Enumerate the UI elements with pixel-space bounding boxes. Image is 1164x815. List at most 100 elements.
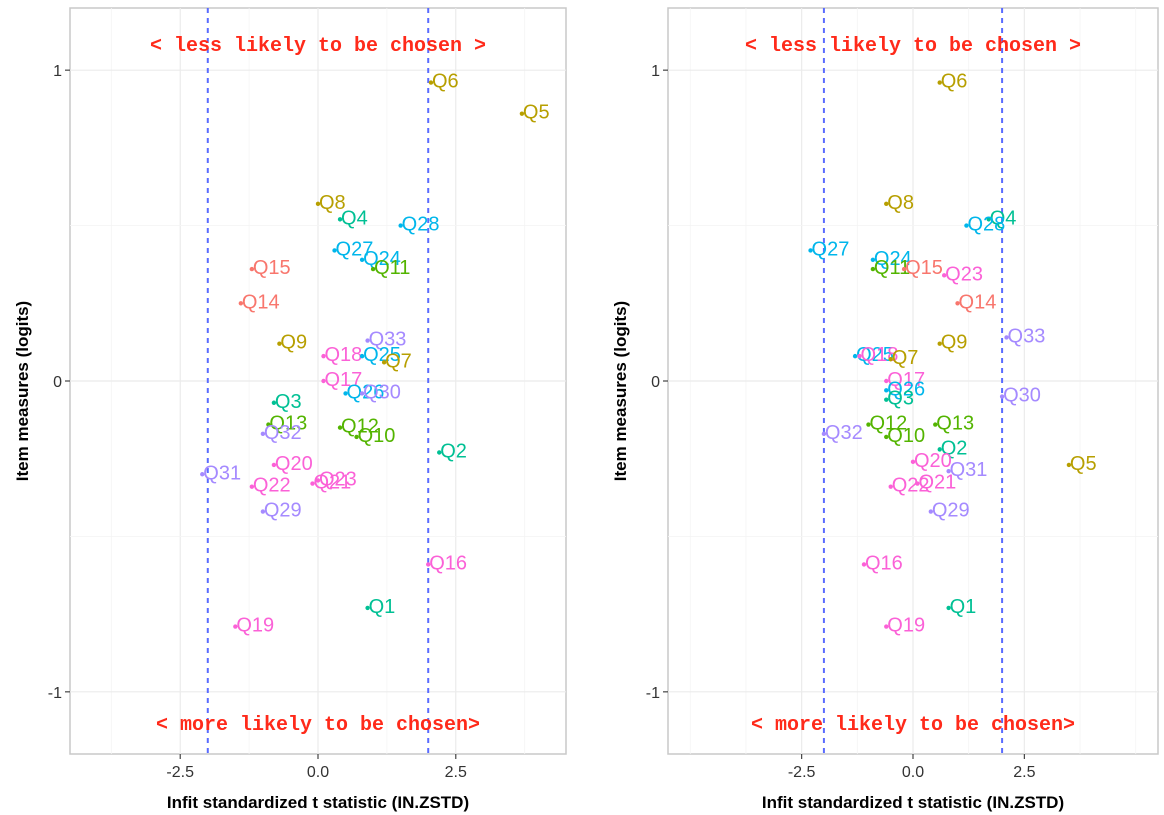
x-tick-label: 0.0 xyxy=(902,764,924,781)
point-label: Q17 xyxy=(325,369,363,391)
y-tick-label: -1 xyxy=(646,685,660,702)
y-axis-title: Item measures (logits) xyxy=(611,301,630,481)
point-label: Q31 xyxy=(203,462,241,484)
data-point xyxy=(365,605,370,611)
data-point xyxy=(321,378,326,384)
data-point xyxy=(398,223,403,228)
data-point xyxy=(310,481,315,486)
data-point xyxy=(870,257,876,262)
point-label: Q22 xyxy=(253,475,291,497)
x-axis-title: Infit standardized t statistic (IN.ZSTD) xyxy=(762,793,1064,812)
y-tick-label: 1 xyxy=(53,63,62,80)
point-label: Q13 xyxy=(936,413,974,435)
point-label: Q27 xyxy=(336,238,374,260)
point-label: Q24 xyxy=(363,248,401,270)
point-label: Q14 xyxy=(242,291,280,313)
point-label: Q22 xyxy=(892,475,930,497)
point-label: Q33 xyxy=(369,329,407,351)
point-label: Q13 xyxy=(269,413,307,435)
point-label: Q16 xyxy=(429,552,467,574)
point-label: Q8 xyxy=(887,192,914,214)
point-label: Q2 xyxy=(941,437,968,459)
data-point xyxy=(359,257,365,262)
data-point xyxy=(359,353,365,359)
annotation-bottom: < more likely to be chosen> xyxy=(751,714,1075,737)
data-point xyxy=(937,447,942,452)
point-label: Q23 xyxy=(319,468,357,490)
data-point xyxy=(315,201,321,207)
x-axis-title: Infit standardized t statistic (IN.ZSTD) xyxy=(167,793,469,812)
data-point xyxy=(986,217,991,222)
point-label: Q32 xyxy=(264,422,302,444)
point-label: Q8 xyxy=(319,192,346,214)
data-point xyxy=(365,338,370,343)
data-point xyxy=(260,431,266,437)
data-point xyxy=(266,422,271,427)
point-label: Q24 xyxy=(874,248,912,270)
point-label: Q26 xyxy=(347,381,385,403)
point-label: Q1 xyxy=(369,596,396,618)
point-label: Q25 xyxy=(856,344,894,366)
data-point xyxy=(910,459,916,465)
data-point xyxy=(933,422,938,427)
data-point xyxy=(937,80,942,85)
data-point xyxy=(1066,462,1072,468)
point-label: Q18 xyxy=(861,344,899,366)
point-label: Q10 xyxy=(358,425,396,447)
point-label: Q6 xyxy=(941,71,968,93)
point-label: Q4 xyxy=(990,207,1017,229)
point-label: Q15 xyxy=(905,257,943,279)
data-point xyxy=(884,378,889,384)
point-label: Q11 xyxy=(874,257,910,279)
x-tick-label: 2.5 xyxy=(1013,764,1035,781)
point-label: Q11 xyxy=(374,257,410,279)
data-point xyxy=(946,468,951,474)
data-point xyxy=(915,481,920,486)
data-point xyxy=(852,353,858,359)
point-label: Q14 xyxy=(959,291,997,313)
data-point xyxy=(808,248,813,253)
y-tick-label: 0 xyxy=(53,374,62,391)
point-label: Q33 xyxy=(1008,325,1046,347)
point-label: Q7 xyxy=(385,350,412,372)
data-point xyxy=(941,273,947,278)
data-point xyxy=(888,484,893,489)
point-label: Q21 xyxy=(313,472,351,494)
x-tick-label: 2.5 xyxy=(445,764,467,781)
point-label: Q9 xyxy=(280,332,307,354)
data-point xyxy=(884,397,889,402)
data-point xyxy=(866,422,871,427)
data-point xyxy=(426,562,431,567)
data-point xyxy=(277,341,282,346)
x-tick-label: -2.5 xyxy=(788,764,816,781)
data-point xyxy=(884,201,889,207)
point-label: Q28 xyxy=(967,214,1005,236)
data-point xyxy=(238,301,244,306)
data-point xyxy=(937,341,942,346)
point-label: Q16 xyxy=(865,552,903,574)
point-label: Q30 xyxy=(363,381,401,403)
y-tick-label: -1 xyxy=(48,685,62,702)
point-label: Q23 xyxy=(945,263,983,285)
point-label: Q9 xyxy=(941,332,968,354)
data-point xyxy=(370,266,376,272)
data-point xyxy=(337,217,343,222)
data-point xyxy=(343,391,348,396)
data-point xyxy=(999,394,1005,399)
point-label: Q21 xyxy=(918,472,956,494)
data-point xyxy=(354,434,359,440)
point-label: Q28 xyxy=(402,214,440,236)
data-point xyxy=(901,266,907,272)
data-point xyxy=(271,400,277,405)
point-label: Q29 xyxy=(264,500,302,522)
data-point xyxy=(964,223,969,228)
data-point xyxy=(271,462,277,468)
y-tick-label: 0 xyxy=(651,374,660,391)
point-label: Q30 xyxy=(1003,385,1041,407)
point-label: Q12 xyxy=(341,416,379,438)
point-label: Q27 xyxy=(812,238,850,260)
data-point xyxy=(321,353,326,359)
data-point xyxy=(884,388,889,393)
